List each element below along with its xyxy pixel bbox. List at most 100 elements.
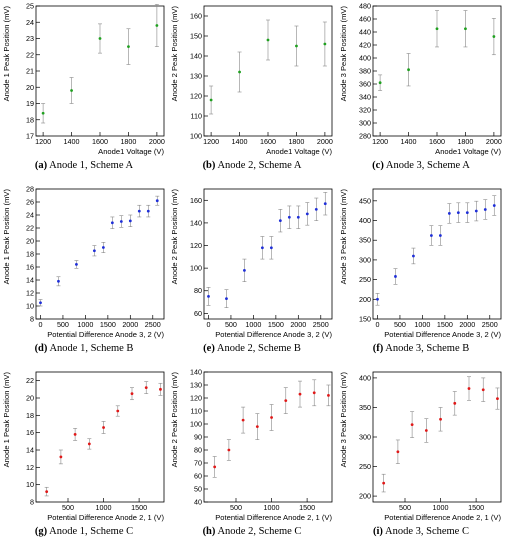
data-point: [447, 212, 451, 215]
y-tick-label: 10: [26, 302, 34, 311]
panel-caption-text: Anode 3, Scheme C: [382, 526, 469, 537]
y-axis-label: Anode 3 Peak Position (mV): [339, 189, 348, 285]
y-tick-label: 300: [359, 433, 371, 442]
data-point: [378, 81, 382, 85]
x-tick-label: 1000: [414, 320, 430, 329]
x-axis-label: Potential Difference Anode 2, 1 (V): [384, 513, 501, 522]
chart-panel: 500 1000 1500 200 250 300 350 400 Potential Diff…: [337, 366, 505, 549]
data-point: [435, 27, 439, 31]
x-tick-label: 1200: [203, 137, 219, 146]
y-tick-label: 400: [359, 216, 371, 225]
y-tick-label: 70: [194, 459, 202, 468]
y-tick-label: 160: [190, 12, 202, 21]
data-point: [327, 394, 330, 397]
y-tick-label: 100: [190, 420, 202, 429]
data-point: [144, 386, 148, 389]
y-tick-label: 100: [190, 264, 202, 273]
data-point: [465, 211, 469, 215]
y-tick-label: 18: [26, 250, 34, 259]
x-tick-label: 1200: [372, 137, 388, 146]
scatter-chart: 0 500 1000 1500 2000 2500 8 10 12 14 16 18 20 22 24 26 2…: [2, 185, 164, 340]
y-tick-label: 8: [30, 498, 34, 507]
plot-frame: [203, 371, 333, 503]
x-tick-label: 2000: [459, 320, 475, 329]
data-point: [155, 24, 159, 27]
panel-letter: (e): [203, 343, 215, 354]
scatter-chart: 1200 1400 1600 1800 2000 100 110 120 130 140 150 16…: [170, 6, 333, 156]
y-tick-label: 150: [190, 32, 202, 41]
data-point: [314, 207, 318, 211]
y-tick-label: 400: [359, 373, 371, 382]
y-tick-label: 60: [194, 309, 202, 318]
x-tick-label: 2500: [145, 320, 161, 329]
y-tick-label: 120: [190, 241, 202, 250]
data-point: [98, 37, 102, 40]
panel-caption: (a) Anode 1, Scheme A: [0, 160, 168, 171]
chart-panel: 500 1000 1500 40 50 60 70 80 90 100 110 120 130 140 Po…: [168, 366, 336, 549]
plot-frame: [372, 188, 502, 320]
y-tick-label: 160: [190, 196, 202, 205]
y-tick-label: 110: [191, 407, 202, 416]
y-tick-label: 40: [194, 498, 202, 507]
scatter-chart: 500 1000 1500 8 10 12 14 16 18 20 22 Potential Diff…: [2, 372, 164, 522]
data-point: [481, 388, 485, 392]
y-tick-label: 350: [359, 236, 371, 245]
x-axis-label: Anode1 Voltage (V): [98, 147, 164, 156]
y-tick-label: 50: [194, 485, 202, 494]
panel-caption: (b) Anode 2, Scheme A: [168, 160, 336, 171]
y-tick-label: 120: [190, 92, 202, 101]
y-tick-label: 21: [26, 67, 34, 76]
y-tick-label: 8: [30, 315, 34, 324]
y-tick-label: 250: [359, 462, 371, 471]
y-axis-label: Anode 1 Peak Position (mV): [2, 189, 11, 285]
panel-caption: (c) Anode 3, Scheme A: [337, 160, 505, 171]
x-tick-label: 500: [394, 320, 406, 329]
data-point: [269, 246, 273, 250]
panel-letter: (i): [373, 526, 383, 537]
data-point: [207, 294, 210, 298]
data-point: [296, 215, 300, 219]
data-point: [323, 42, 327, 46]
plot-frame: [203, 188, 333, 320]
y-tick-label: 360: [359, 80, 371, 89]
plot-frame: [372, 371, 502, 503]
data-point: [116, 409, 120, 413]
y-tick-label: 18: [26, 115, 34, 124]
data-point: [213, 465, 217, 469]
data-point: [394, 275, 397, 278]
y-tick-label: 450: [359, 196, 371, 205]
data-point: [483, 208, 487, 211]
panel-letter: (a): [34, 160, 48, 171]
x-tick-label: 2000: [290, 320, 306, 329]
panel-caption-text: Anode 1, Scheme B: [47, 343, 134, 354]
x-tick-label: 1400: [64, 137, 80, 146]
y-tick-label: 110: [191, 112, 202, 121]
x-tick-label: 1800: [288, 137, 304, 146]
y-tick-label: 200: [359, 295, 371, 304]
data-point: [467, 387, 471, 390]
panel-caption-text: Anode 2, Scheme A: [215, 160, 302, 171]
data-point: [238, 70, 241, 74]
panel-caption: (f) Anode 3, Scheme B: [337, 343, 505, 354]
data-point: [284, 399, 288, 402]
y-tick-label: 130: [190, 381, 202, 390]
x-tick-label: 1000: [96, 503, 112, 512]
data-point: [464, 27, 467, 31]
panel-caption: (i) Anode 3, Scheme C: [337, 526, 505, 537]
data-point: [474, 209, 478, 213]
y-tick-label: 18: [26, 411, 34, 420]
x-tick-label: 1500: [437, 320, 453, 329]
x-tick-label: 2500: [482, 320, 498, 329]
data-point: [376, 297, 379, 301]
y-tick-label: 280: [359, 132, 371, 141]
x-axis-label: Potential Difference Anode 3, 2 (V): [47, 330, 164, 339]
chart-panel: 0 500 1000 1500 2000 2500 8 10 12 14 16 18 20 22 24 26 2…: [0, 183, 168, 366]
data-point: [41, 111, 45, 115]
x-axis-label: Potential Difference Anode 3, 2 (V): [384, 330, 501, 339]
y-tick-label: 24: [26, 211, 34, 220]
x-tick-label: 2000: [122, 320, 138, 329]
data-point: [323, 202, 327, 206]
y-tick-label: 200: [359, 492, 371, 501]
data-point: [243, 268, 246, 272]
x-tick-label: 1000: [264, 503, 280, 512]
